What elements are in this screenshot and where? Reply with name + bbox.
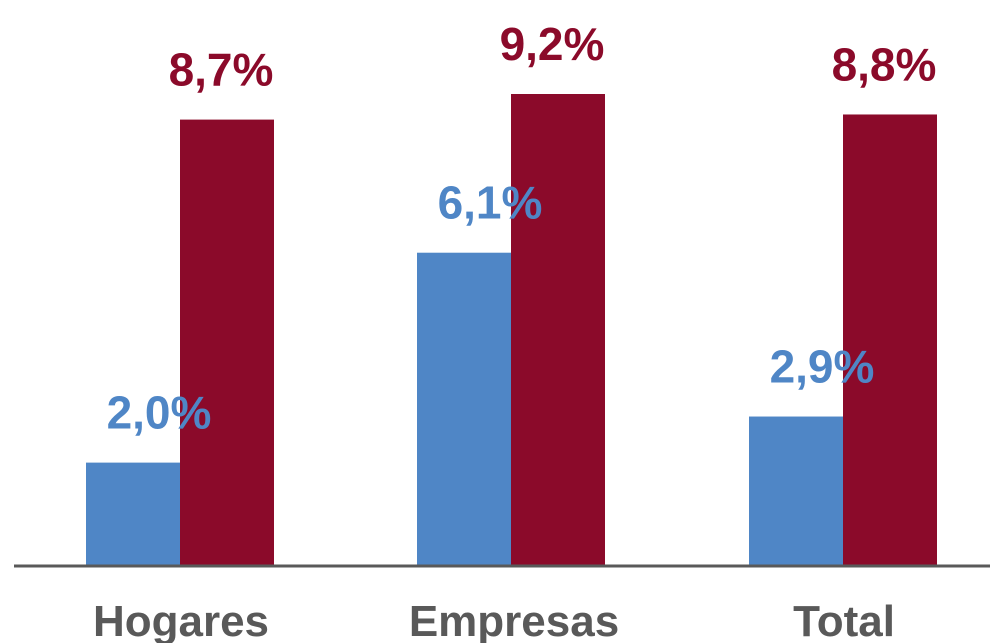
bar-empresas-series-2 <box>511 94 605 565</box>
bar-value-label: 8,8% <box>832 38 937 90</box>
bar-value-label: 9,2% <box>500 18 605 70</box>
bar-empresas-series-1 <box>417 252 511 565</box>
category-label-hogares: Hogares <box>93 597 269 643</box>
category-label-empresas: Empresas <box>409 597 619 643</box>
bar-value-label: 2,9% <box>770 341 875 393</box>
bar-hogares-series-1 <box>86 462 180 565</box>
category-labels-group: Hogares Empresas Total <box>93 597 895 643</box>
bar-total-series-2 <box>843 114 937 565</box>
bar-value-label: 8,7% <box>169 44 274 96</box>
category-label-total: Total <box>793 597 895 643</box>
bar-total-series-1 <box>749 416 843 565</box>
bar-value-label: 6,1% <box>438 177 543 229</box>
bar-hogares-series-2 <box>180 119 274 565</box>
bar-value-label: 2,0% <box>107 387 212 439</box>
bars-group <box>86 94 937 565</box>
bar-labels-group: 2,0% 8,7% 6,1% 9,2% 2,9% 8,8% <box>107 18 937 439</box>
